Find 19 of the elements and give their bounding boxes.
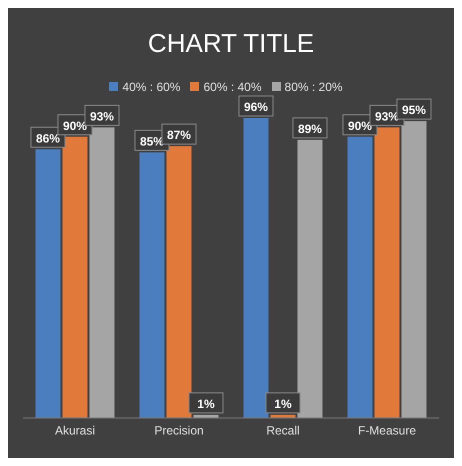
data-label: 96% (244, 100, 268, 114)
x-tick-label: F-Measure (358, 424, 416, 438)
data-label: 90% (62, 118, 88, 133)
x-tick-label: Akurasi (54, 424, 96, 438)
data-label: 1% (197, 396, 215, 411)
x-tick-label: Precision (154, 424, 204, 438)
data-label: 1% (274, 396, 292, 411)
data-label: 95% (402, 103, 426, 118)
data-label: 93% (90, 109, 114, 124)
data-label: 89% (298, 122, 322, 136)
legend-label: 60% : 40% (203, 80, 262, 94)
data-label: 87% (166, 128, 192, 142)
bar (243, 118, 268, 418)
chart-title: CHART TITLE (146, 27, 316, 60)
legend-label: 80% : 20% (284, 80, 343, 94)
x-tick-label: Recall (266, 424, 300, 438)
legend-label: 40% : 60% (122, 80, 180, 94)
data-label: 90% (348, 118, 372, 133)
data-label: 86% (36, 131, 60, 146)
